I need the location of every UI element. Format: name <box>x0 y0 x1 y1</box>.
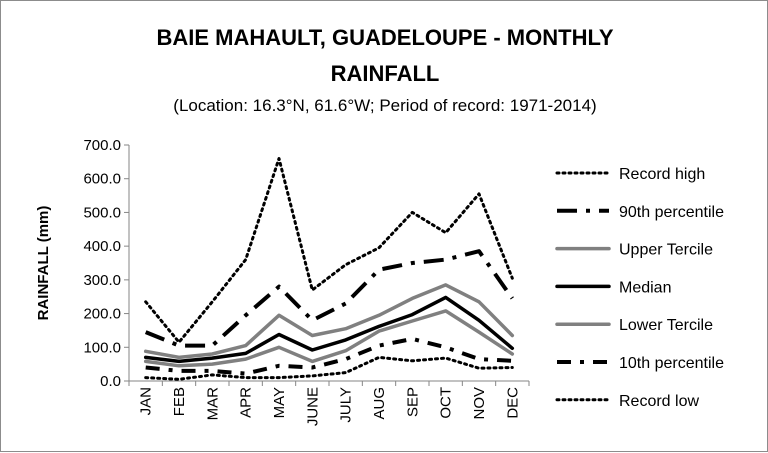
legend-label: Record low <box>619 393 699 410</box>
chart-title-line-2: RAINFALL <box>331 61 440 86</box>
chart-title-group: BAIE MAHAULT, GUADELOUPE - MONTHLY RAINF… <box>156 25 613 115</box>
series-line-median <box>143 295 515 364</box>
y-axis: 0.0 100.0 200.0 300.0 400.0 500.0 600.0 700.0 <box>83 137 130 390</box>
y-axis-label: RAINFALL (mm) <box>35 206 52 321</box>
legend-label: Median <box>619 279 671 296</box>
series-line-10th-percentile <box>145 336 513 376</box>
y-tick-label: 100.0 <box>83 339 121 356</box>
legend: Record high 90th percentile Upper Tercile M… <box>555 166 724 410</box>
chart-subtitle: (Location: 16.3°N, 61.6°W; Period of rec… <box>173 96 596 115</box>
y-tick-label: 400.0 <box>83 238 121 255</box>
y-tick-label: 200.0 <box>83 306 121 323</box>
y-tick-label: 500.0 <box>83 204 121 221</box>
legend-item: Record low <box>555 393 699 410</box>
series-line-90th-percentile <box>144 249 514 348</box>
legend-item: Upper Tercile <box>555 242 713 259</box>
x-tick-label: NOV <box>471 387 488 420</box>
legend-item: 90th percentile <box>557 204 724 221</box>
y-tick-label: 700.0 <box>83 137 121 154</box>
chart-title-line-1: BAIE MAHAULT, GUADELOUPE - MONTHLY <box>156 25 613 50</box>
series-line-upper-tercile <box>143 283 515 360</box>
legend-label: Upper Tercile <box>619 242 713 259</box>
x-tick-label: MAR <box>204 387 221 421</box>
legend-label: 10th percentile <box>619 355 724 372</box>
x-tick-label: JUNE <box>304 387 321 426</box>
x-tick-label: SEP <box>404 387 421 417</box>
series-line-lower-tercile <box>143 309 515 368</box>
x-tick-label: MAY <box>271 387 288 418</box>
x-tick-label: JULY <box>338 387 355 423</box>
x-tick-label: AUG <box>371 387 388 420</box>
legend-label: 90th percentile <box>619 204 724 221</box>
legend-item: 10th percentile <box>557 355 724 372</box>
legend-label: Lower Tercile <box>619 317 713 334</box>
series-line-record-high <box>144 157 514 344</box>
series-group <box>143 157 515 381</box>
x-tick-label: APR <box>238 387 255 418</box>
legend-label: Record high <box>619 166 705 183</box>
legend-item: Record high <box>555 166 705 183</box>
x-tick-label: OCT <box>438 387 455 419</box>
y-tick-label: 0.0 <box>100 373 121 390</box>
y-tick-label: 300.0 <box>83 272 121 289</box>
legend-item: Median <box>555 279 671 296</box>
y-tick-label: 600.0 <box>83 171 121 188</box>
x-tick-label: FEB <box>171 387 188 416</box>
x-axis: JAN FEB MAR APR MAY JUNE JULY AUG SEP OCT NOV DEC <box>128 380 530 426</box>
x-tick-label: JAN <box>138 387 155 415</box>
x-tick-label: DEC <box>504 387 521 419</box>
series-line-record-low <box>144 355 514 381</box>
legend-item: Lower Tercile <box>555 317 713 334</box>
